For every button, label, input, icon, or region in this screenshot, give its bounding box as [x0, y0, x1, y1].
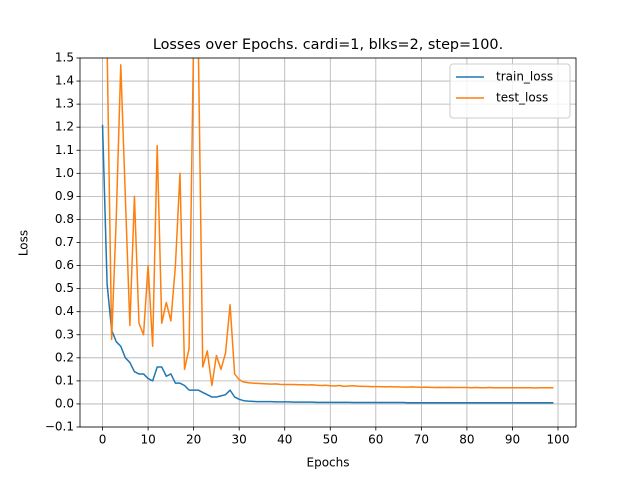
y-tick-label: 0.0: [55, 396, 74, 410]
legend-label: train_loss: [496, 70, 553, 84]
y-tick-label: 0.2: [55, 350, 74, 364]
data-line: [106, 58, 554, 389]
y-tick-label: 1.4: [55, 74, 74, 88]
y-tick-label: 1.3: [55, 97, 74, 111]
legend-label: test_loss: [496, 91, 548, 105]
y-tick-label: 1.0: [55, 166, 74, 180]
y-tick-label: 0.4: [55, 304, 74, 318]
y-axis-label: Loss: [17, 230, 31, 256]
x-tick-label: 40: [277, 433, 292, 447]
chart-title: Losses over Epochs. cardi=1, blks=2, ste…: [153, 37, 503, 53]
y-tick-label: 1.5: [55, 51, 74, 65]
y-tick-label: 1.1: [55, 143, 74, 157]
x-tick-label: 80: [459, 433, 474, 447]
y-tick-label: 0.9: [55, 189, 74, 203]
x-tick-label: 70: [414, 433, 429, 447]
x-tick-label: 50: [323, 433, 338, 447]
y-tick-label: 0.5: [55, 281, 74, 295]
x-axis-label: Epochs: [307, 456, 350, 470]
y-tick-label: 1.2: [55, 120, 74, 134]
grid: [80, 57, 576, 428]
y-tick-label: 0.7: [55, 235, 74, 249]
x-tick-label: 60: [368, 433, 383, 447]
x-tick-label: 90: [505, 433, 520, 447]
y-tick-label: −0.1: [45, 420, 74, 434]
x-tick-label: 100: [547, 433, 570, 447]
x-tick-label: 20: [186, 433, 201, 447]
plot-lines: [101, 58, 554, 404]
legend: train_loss test_loss: [449, 63, 571, 119]
y-tick-label: 0.8: [55, 212, 74, 226]
y-tick-label: 0.1: [55, 373, 74, 387]
x-tick-label: 30: [232, 433, 247, 447]
y-tick-label: 0.6: [55, 258, 74, 272]
y-tick-label: 0.3: [55, 327, 74, 341]
x-tick-label: 10: [140, 433, 155, 447]
x-tick-label: 0: [99, 433, 107, 447]
data-line: [101, 124, 554, 404]
